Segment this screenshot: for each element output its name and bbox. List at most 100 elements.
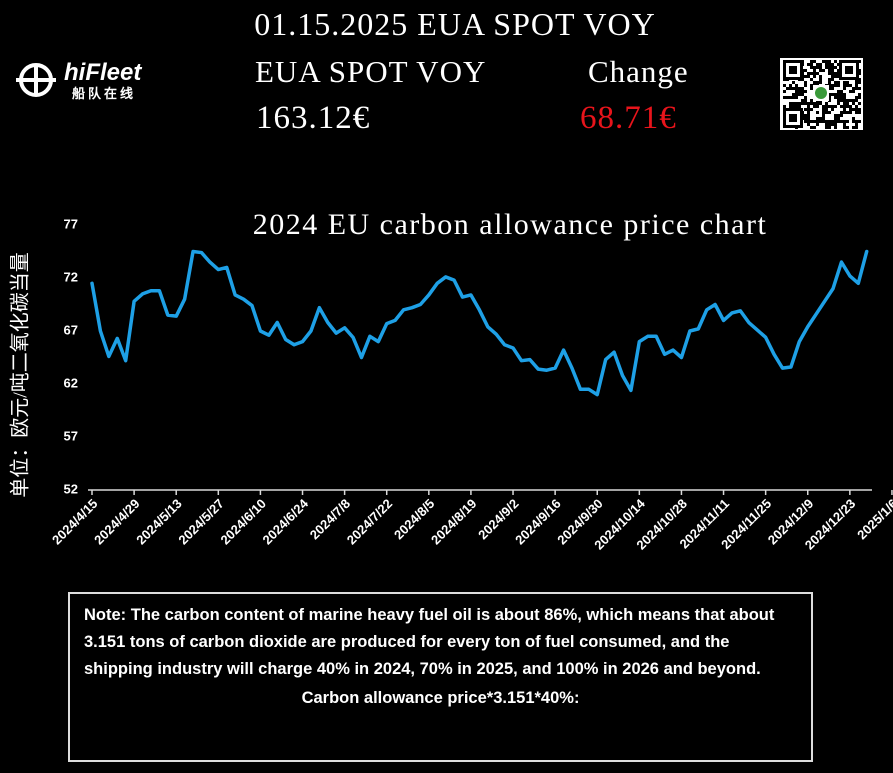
qr-module (855, 99, 858, 102)
qr-module (843, 126, 846, 129)
qr-module (807, 117, 810, 120)
qr-module (855, 123, 858, 126)
qr-module (840, 114, 843, 117)
qr-module (840, 111, 843, 114)
qr-finder (845, 66, 853, 74)
qr-module (798, 87, 801, 90)
qr-module (834, 84, 837, 87)
qr-module (840, 99, 843, 102)
qr-module (858, 93, 861, 96)
qr-module (855, 108, 858, 111)
qr-module (795, 93, 798, 96)
qr-module (810, 108, 813, 111)
qr-module (792, 105, 795, 108)
qr-module (828, 126, 831, 129)
qr-module (837, 63, 840, 66)
qr-module (852, 126, 855, 129)
qr-module (801, 99, 804, 102)
qr-module (825, 105, 828, 108)
change-price: 68.71€ (580, 100, 677, 136)
qr-module (816, 102, 819, 105)
qr-module (834, 66, 837, 69)
qr-module (828, 72, 831, 75)
qr-module (822, 108, 825, 111)
qr-module (831, 123, 834, 126)
qr-module (843, 87, 846, 90)
qr-module (819, 78, 822, 81)
qr-module (807, 120, 810, 123)
qr-module (825, 126, 828, 129)
qr-module (834, 75, 837, 78)
qr-module (849, 111, 852, 114)
qr-module (855, 105, 858, 108)
qr-module (807, 102, 810, 105)
qr-module (807, 72, 810, 75)
qr-module (807, 123, 810, 126)
qr-module (810, 78, 813, 81)
qr-module (783, 96, 786, 99)
qr-module (834, 123, 837, 126)
qr-module (831, 75, 834, 78)
qr-code (780, 58, 863, 130)
qr-module (834, 105, 837, 108)
qr-module (828, 78, 831, 81)
qr-module (813, 81, 816, 84)
qr-module (792, 96, 795, 99)
qr-module (840, 105, 843, 108)
qr-module (789, 84, 792, 87)
qr-module (804, 84, 807, 87)
qr-module (789, 102, 792, 105)
qr-module (846, 99, 849, 102)
qr-module (810, 63, 813, 66)
qr-module (810, 60, 813, 63)
qr-module (825, 111, 828, 114)
qr-module (831, 78, 834, 81)
qr-module (846, 81, 849, 84)
qr-module (831, 63, 834, 66)
y-tick-label: 77 (64, 216, 78, 231)
qr-module (834, 117, 837, 120)
qr-module (849, 90, 852, 93)
qr-module (798, 90, 801, 93)
qr-module (843, 93, 846, 96)
qr-module (810, 99, 813, 102)
qr-module (828, 96, 831, 99)
qr-module (855, 126, 858, 129)
qr-module (834, 60, 837, 63)
qr-module (816, 120, 819, 123)
qr-module (849, 84, 852, 87)
qr-module (831, 66, 834, 69)
qr-module (816, 123, 819, 126)
qr-module (819, 117, 822, 120)
qr-module (840, 93, 843, 96)
qr-module (792, 81, 795, 84)
qr-module (843, 105, 846, 108)
qr-module (828, 87, 831, 90)
qr-module (804, 99, 807, 102)
qr-module (816, 66, 819, 69)
qr-module (804, 90, 807, 93)
qr-module (819, 81, 822, 84)
qr-module (810, 126, 813, 129)
qr-module (843, 102, 846, 105)
qr-module (825, 66, 828, 69)
qr-module (813, 75, 816, 78)
price-line (90, 249, 869, 397)
qr-module (843, 108, 846, 111)
qr-module (810, 87, 813, 90)
qr-module (837, 72, 840, 75)
qr-module (831, 84, 834, 87)
qr-module (837, 99, 840, 102)
qr-module (810, 120, 813, 123)
qr-module (834, 81, 837, 84)
qr-module (819, 102, 822, 105)
qr-module (831, 93, 834, 96)
qr-module (825, 63, 828, 66)
qr-module (816, 117, 819, 120)
qr-module (813, 120, 816, 123)
qr-module (816, 63, 819, 66)
qr-module (819, 120, 822, 123)
qr-module (813, 72, 816, 75)
header-title: 01.15.2025 EUA SPOT VOY (254, 6, 656, 42)
qr-module (855, 84, 858, 87)
